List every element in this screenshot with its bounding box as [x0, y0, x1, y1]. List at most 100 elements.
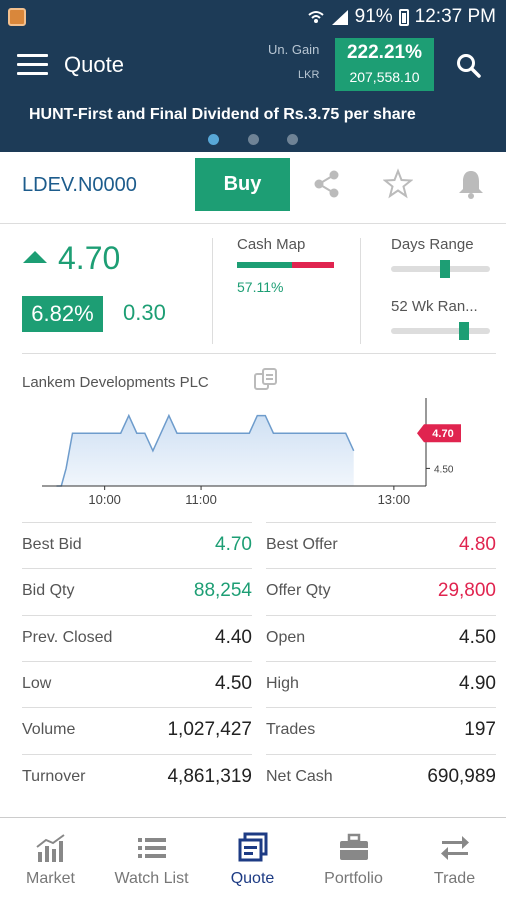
nav-portfolio-label: Portfolio: [324, 870, 383, 887]
right-field-label: Open: [266, 629, 306, 646]
nav-quote[interactable]: Quote: [202, 818, 303, 900]
cash-map-label: Cash Map: [237, 236, 306, 253]
market-chart-icon: [36, 834, 65, 862]
change-percent-badge: 6.82%: [22, 296, 103, 332]
x-tick-label: 11:00: [185, 492, 217, 507]
table-row-divider: [22, 661, 252, 662]
gain-percent: 222.21%: [346, 42, 422, 63]
news-ticker-text: HUNT-First and Final Dividend of Rs.3.75…: [29, 106, 416, 123]
left-field-label: Turnover: [22, 768, 86, 785]
table-row-divider: [266, 522, 496, 523]
table-row-divider: [266, 568, 496, 569]
right-field-label: Offer Qty: [266, 582, 331, 599]
wifi-icon: [307, 11, 324, 23]
cash-map-outflow: [292, 262, 334, 268]
news-ticker[interactable]: HUNT-First and Final Dividend of Rs.3.75…: [0, 96, 506, 152]
stock-symbol[interactable]: LDEV.N0000: [22, 174, 137, 196]
app-notification-icon: [8, 8, 26, 26]
right-field-label: High: [266, 675, 299, 692]
chart-price-line: [56, 413, 355, 487]
search-icon[interactable]: [456, 53, 482, 79]
currency-label: LKR: [298, 69, 320, 81]
nav-trade-label: Trade: [433, 870, 476, 887]
divider: [212, 238, 213, 344]
nav-portfolio[interactable]: Portfolio: [303, 818, 404, 900]
y-tick-label: 4.50: [434, 464, 454, 475]
table-row-divider: [22, 615, 252, 616]
right-field-value: 29,800: [437, 580, 496, 601]
right-field-value: 4.80: [459, 534, 496, 555]
right-field-label: Best Offer: [266, 536, 338, 553]
chart-company-name: Lankem Developments PLC: [22, 374, 209, 391]
table-row-divider: [266, 661, 496, 662]
right-field-value: 4.90: [459, 673, 496, 694]
status-indicators: 91% 12:37 PM: [307, 6, 496, 28]
nav-trade[interactable]: Trade: [404, 818, 505, 900]
nav-quote-label: Quote: [230, 870, 275, 887]
cash-map-inflow: [237, 262, 292, 268]
last-price-tag-label: 4.70: [432, 428, 453, 440]
right-field-value: 197: [464, 719, 496, 740]
table-row-divider: [266, 754, 496, 755]
page-title: Quote: [64, 52, 124, 77]
left-field-label: Bid Qty: [22, 582, 75, 599]
trade-arrows-icon: [441, 836, 469, 860]
left-field-value: 1,027,427: [167, 719, 252, 740]
share-icon[interactable]: [312, 168, 342, 200]
signal-icon: [331, 10, 348, 25]
x-tick-label: 13:00: [378, 492, 411, 507]
table-row-divider: [22, 754, 252, 755]
right-field-label: Net Cash: [266, 768, 333, 785]
ticker-dot-2[interactable]: [248, 134, 259, 145]
days-range-marker: [440, 260, 450, 278]
left-field-label: Best Bid: [22, 536, 82, 553]
quote-icon: [238, 832, 268, 862]
table-row-divider: [22, 707, 252, 708]
left-field-value: 4.50: [215, 673, 252, 694]
unrealized-gain-label: Un. Gain: [268, 42, 320, 57]
wk52-range-bar: [391, 322, 490, 340]
table-row-divider: [22, 568, 252, 569]
right-field-value: 4.50: [459, 627, 496, 648]
last-price-tag: [417, 424, 461, 443]
x-tick-label: 10:00: [88, 492, 121, 507]
divider: [360, 238, 361, 344]
left-field-value: 4.70: [215, 534, 252, 555]
price-change: 0.30: [123, 300, 166, 325]
left-field-value: 4.40: [215, 627, 252, 648]
buy-button[interactable]: Buy: [195, 158, 290, 211]
nav-market[interactable]: Market: [0, 818, 101, 900]
gain-amount: 207,558.10: [349, 69, 420, 85]
left-field-value: 88,254: [193, 580, 252, 601]
hamburger-menu-icon[interactable]: [17, 54, 48, 76]
expand-chart-icon[interactable]: [252, 366, 280, 392]
nav-market-label: Market: [26, 870, 75, 887]
table-row-divider: [22, 522, 252, 523]
right-field-label: Trades: [266, 721, 316, 738]
ticker-dot-3[interactable]: [287, 134, 298, 145]
watch-list-icon: [138, 838, 166, 858]
days-range-label: Days Range: [391, 236, 474, 253]
divider: [0, 223, 506, 224]
star-favorite-icon[interactable]: [383, 168, 413, 200]
battery-percent: 91%: [354, 6, 393, 27]
cash-map-value: 57.11%: [237, 279, 284, 295]
unrealized-gain-box[interactable]: 222.21% 207,558.10: [335, 38, 434, 91]
right-field-value: 690,989: [427, 766, 496, 787]
status-bar: 91% 12:37 PM: [0, 0, 506, 34]
portfolio-briefcase-icon: [340, 833, 368, 860]
left-field-label: Volume: [22, 721, 76, 738]
app-header: Quote Un. Gain LKR 222.21% 207,558.10: [0, 34, 506, 96]
chart-area-fill: [56, 415, 354, 486]
clock: 12:37 PM: [414, 6, 496, 27]
wk52-range-label: 52 Wk Ran...: [391, 298, 478, 315]
nav-watch-list[interactable]: Watch List: [101, 818, 202, 900]
price-up-arrow-icon: [23, 251, 47, 263]
battery-icon: [398, 8, 409, 26]
table-row-divider: [266, 615, 496, 616]
left-field-label: Prev. Closed: [22, 629, 113, 646]
table-row-divider: [266, 707, 496, 708]
bell-alert-icon[interactable]: [456, 168, 486, 200]
ticker-dot-1[interactable]: [208, 134, 219, 145]
